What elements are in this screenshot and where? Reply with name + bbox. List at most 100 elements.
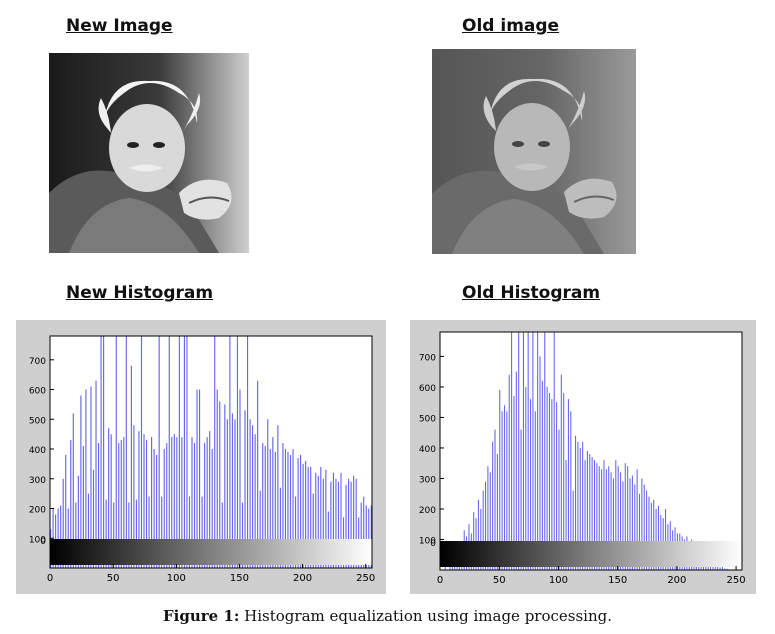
histogram-bar [191, 437, 193, 568]
histogram-bar [636, 469, 638, 570]
histogram-bar [310, 466, 312, 568]
histogram-bar [115, 336, 117, 568]
histogram-bar [591, 457, 593, 570]
y-tick-label: 700 [29, 357, 46, 367]
histogram-bar [596, 463, 598, 570]
y-tick-label: 600 [29, 387, 46, 397]
histogram-bar [480, 508, 482, 570]
x-tick-label: 250 [727, 575, 746, 586]
histogram-bar [544, 332, 546, 570]
histogram-bar [153, 449, 155, 568]
histogram-bar [506, 411, 508, 570]
histogram-bar [70, 440, 72, 568]
histogram-bar [196, 389, 198, 568]
histogram-bar [297, 457, 299, 568]
histogram-bar [345, 484, 347, 568]
x-tick-label: 250 [356, 573, 375, 584]
y-tick-label: 100 [29, 535, 46, 545]
histogram-bar [239, 389, 241, 568]
histogram-bar [657, 505, 659, 570]
histogram-bar [277, 425, 279, 568]
plot-frame [49, 335, 373, 569]
histogram-bar [62, 478, 64, 568]
histogram-bar [57, 508, 59, 568]
histogram-bar [496, 454, 498, 570]
old-image-heading: Old image [462, 16, 560, 36]
histogram-bar [534, 411, 536, 570]
histogram-bar [320, 466, 322, 568]
histogram-bar [322, 478, 324, 568]
histogram-bar [272, 437, 274, 568]
histogram-bar [123, 437, 125, 568]
histogram-bar [77, 475, 79, 568]
histogram-bar [584, 460, 586, 570]
histogram-bar [143, 434, 145, 568]
histogram-bar [721, 566, 723, 570]
histogram-bar [348, 478, 350, 568]
x-tick-label: 50 [107, 573, 120, 584]
histogram-bar [234, 419, 236, 568]
histogram-bar [643, 484, 645, 570]
histogram-bar [226, 419, 228, 568]
histogram-bar [294, 496, 297, 568]
new-histogram-panel: 0 100 200 300 400 500 600 700 0 50 100 150 200 250 [16, 320, 386, 594]
histogram-bar [204, 443, 206, 568]
x-tick-label: 100 [167, 573, 186, 584]
histogram-bar [80, 395, 82, 568]
histogram-bar [60, 505, 62, 568]
histogram-bar [337, 481, 340, 568]
histogram-bar [610, 472, 612, 570]
histogram-bar [499, 389, 501, 570]
histogram-bar [513, 396, 515, 570]
histogram-bar [556, 402, 558, 570]
histogram-bar [171, 437, 173, 568]
histogram-bar [292, 449, 294, 568]
histogram-bar [589, 454, 591, 570]
histogram-bar [726, 568, 728, 570]
new-histogram-heading: New Histogram [66, 283, 214, 303]
histogram-bar [133, 425, 135, 568]
x-tick-label: 0 [437, 575, 443, 586]
histogram-bar [305, 460, 307, 568]
histogram-bar [370, 505, 372, 568]
histogram-bar [487, 466, 489, 570]
histogram-bar [365, 505, 367, 568]
histogram-bar [579, 447, 581, 570]
histogram-bar [601, 469, 603, 570]
histogram-bar [617, 466, 619, 570]
histogram-bar [209, 431, 211, 568]
histogram-bar [586, 451, 588, 570]
histogram-bar [567, 399, 569, 570]
x-tick-label: 200 [293, 573, 312, 584]
histogram-bar [575, 435, 577, 570]
histogram-bar [173, 434, 175, 568]
histogram-bar [229, 336, 231, 568]
histogram-bar [259, 490, 261, 568]
histogram-bar [546, 386, 548, 570]
histogram-bar [541, 380, 543, 570]
histogram-bar [548, 393, 551, 570]
histogram-bar [140, 336, 143, 568]
histogram-bar [627, 466, 629, 570]
histogram-bar [87, 493, 90, 568]
histogram-bar [719, 567, 721, 570]
histogram-bar [125, 336, 127, 568]
histogram-bar [615, 460, 617, 570]
histogram-bar [206, 437, 208, 568]
histogram-bar [188, 496, 191, 568]
histogram-bar [219, 401, 221, 568]
histogram-bar [363, 496, 365, 568]
histogram-bar [634, 484, 636, 570]
y-tick-label: 0 [40, 537, 46, 547]
figure-caption-label: Figure 1: [162, 607, 240, 625]
x-tick-label: 100 [549, 575, 568, 586]
histogram-bar [482, 490, 484, 570]
histogram-bar [236, 336, 239, 568]
figure-caption-text: Histogram equalization using image proce… [244, 607, 613, 625]
histogram-bar [156, 454, 158, 568]
histogram-bar [75, 502, 77, 568]
histogram-bar [648, 496, 650, 570]
new-image-portrait [49, 53, 249, 253]
histogram-bar [128, 502, 130, 568]
